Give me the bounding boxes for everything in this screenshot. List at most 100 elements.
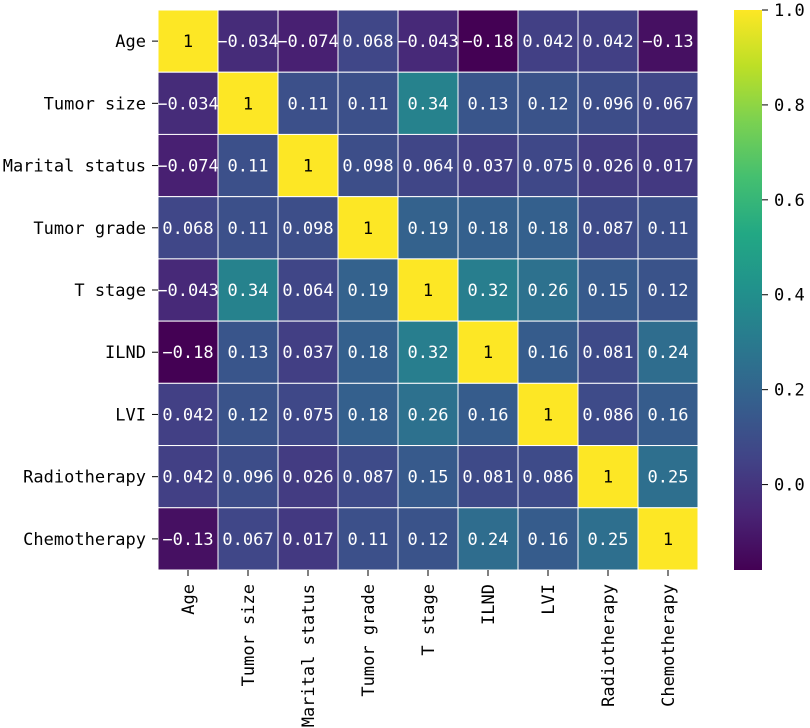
cell-value-label: 0.042 — [162, 468, 213, 488]
heatmap-cell-chemotherapy-lvi — [517, 507, 579, 571]
cell-value-label: 0.026 — [282, 468, 333, 488]
colorbar-tick-label: 0.0 — [774, 476, 805, 496]
y-tick-label-ilnd: ILND — [105, 343, 146, 363]
cell-value-label: 0.11 — [348, 530, 389, 550]
cell-value-label: 0.068 — [342, 32, 393, 52]
heatmap-cell-radiotherapy-t-stage — [397, 445, 459, 509]
heatmap-cell-labels: 1 −0.034−0.074 0.068 −0.043 −0.18 0.042 0.042−… — [157, 32, 693, 550]
heatmap-cell-ilnd-age — [157, 320, 219, 384]
cell-value-label: 0.064 — [402, 157, 453, 177]
cell-value-label: 0.11 — [348, 94, 389, 114]
y-tick-label-tumor-size: Tumor size — [44, 94, 146, 114]
heatmap-cell-marital-status-tumor-grade — [337, 133, 399, 198]
colorbar-tick-label: 0.2 — [774, 381, 805, 401]
cell-value-label: −0.043 — [157, 281, 218, 301]
heatmap-cell-lvi-age — [157, 382, 219, 447]
heatmap-cell-t-stage-age — [157, 258, 219, 322]
cell-value-label: 0.18 — [528, 219, 569, 239]
cell-value-label: 0.037 — [462, 157, 513, 177]
y-tick-label-radiotherapy: Radiotherapy — [23, 468, 146, 488]
x-tick-label-age: Age — [179, 584, 199, 615]
cell-value-label: 0.13 — [228, 343, 269, 363]
x-tick-label-ilnd: ILND — [479, 584, 499, 625]
x-tick-label-t-stage: T stage — [419, 584, 439, 656]
cell-value-label: 0.075 — [522, 157, 573, 177]
heatmap-cell-ilnd-marital-status — [277, 320, 339, 384]
cell-value-label: 0.12 — [228, 405, 269, 425]
colorbar-gradient — [734, 10, 762, 570]
cell-value-label: 0.042 — [582, 32, 633, 52]
heatmap-cell-radiotherapy-marital-status — [277, 445, 339, 509]
heatmap-cell-age-ilnd — [457, 9, 519, 73]
heatmap-cell-marital-status-tumor-size — [217, 133, 279, 198]
y-tick-label-chemotherapy: Chemotherapy — [23, 530, 146, 550]
cell-value-label: 0.087 — [582, 219, 633, 239]
x-tick-label-chemotherapy: Chemotherapy — [659, 584, 679, 707]
cell-value-label: 0.15 — [408, 468, 449, 488]
heatmap-cell-lvi-tumor-size — [217, 382, 279, 447]
heatmap-cell-chemotherapy-chemotherapy — [637, 507, 699, 571]
cell-value-label: 1 — [603, 468, 613, 488]
cell-value-label: 1 — [663, 530, 673, 550]
cell-value-label: 0.067 — [642, 94, 693, 114]
cell-value-label: 0.067 — [222, 530, 273, 550]
cell-value-label: 0.26 — [528, 281, 569, 301]
cell-value-label: 0.064 — [282, 281, 333, 301]
x-tick-label-lvi: LVI — [539, 584, 559, 615]
x-tick-label-tumor-grade: Tumor grade — [359, 584, 379, 697]
cell-value-label: 0.098 — [342, 157, 393, 177]
cell-value-label: −0.13 — [642, 32, 693, 52]
cell-value-label: 0.096 — [222, 468, 273, 488]
heatmap-cell-tumor-grade-tumor-grade — [337, 196, 399, 260]
cell-value-label: 0.34 — [408, 94, 449, 114]
colorbar-tick-label: 1.0 — [774, 1, 805, 21]
cell-value-label: 0.017 — [282, 530, 333, 550]
cell-value-label: 0.037 — [282, 343, 333, 363]
heatmap-cell-t-stage-tumor-grade — [337, 258, 399, 322]
heatmap-cell-ilnd-radiotherapy — [577, 320, 639, 384]
cell-value-label: 0.18 — [348, 343, 389, 363]
y-tick-label-age: Age — [115, 32, 146, 52]
heatmap-cell-tumor-size-t-stage — [397, 71, 459, 135]
cell-value-label: 1 — [543, 405, 553, 425]
heatmap-cell-tumor-size-marital-status — [277, 71, 339, 135]
x-tick-label-marital-status: Marital status — [299, 584, 319, 727]
heatmap-cell-age-age — [157, 9, 219, 73]
heatmap-cell-radiotherapy-age — [157, 445, 219, 509]
heatmap-cell-age-tumor-size — [217, 9, 279, 73]
cell-value-label: 0.068 — [162, 219, 213, 239]
cell-value-label: 0.12 — [408, 530, 449, 550]
heatmap-cell-t-stage-ilnd — [457, 258, 519, 322]
cell-value-label: 0.12 — [528, 94, 569, 114]
heatmap-cell-chemotherapy-tumor-size — [217, 507, 279, 571]
colorbar-tick-label: 0.6 — [774, 191, 805, 211]
cell-value-label: 0.18 — [468, 219, 509, 239]
cell-value-label: 0.11 — [228, 219, 269, 239]
cell-value-label: 0.25 — [648, 468, 689, 488]
y-tick-label-t-stage: T stage — [74, 281, 146, 301]
y-tick-label-tumor-grade: Tumor grade — [33, 219, 146, 239]
heatmap-cell-ilnd-tumor-size — [217, 320, 279, 384]
heatmap-cell-tumor-size-age — [157, 71, 219, 135]
cell-value-label: −0.034 — [157, 94, 218, 114]
heatmap-cell-radiotherapy-ilnd — [457, 445, 519, 509]
cell-value-label: 0.096 — [582, 94, 633, 114]
cell-value-label: 0.11 — [288, 94, 329, 114]
heatmap-cells — [157, 9, 699, 571]
heatmap-cell-t-stage-marital-status — [277, 258, 339, 322]
heatmap-cell-tumor-size-chemotherapy — [637, 71, 699, 135]
heatmap-cell-radiotherapy-lvi — [517, 445, 579, 509]
heatmap-cell-radiotherapy-tumor-grade — [337, 445, 399, 509]
heatmap-cell-marital-status-marital-status — [277, 133, 339, 198]
heatmap-cell-age-radiotherapy — [577, 9, 639, 73]
cell-value-label: 0.042 — [162, 405, 213, 425]
heatmap-cell-ilnd-chemotherapy — [637, 320, 699, 384]
heatmap-cell-tumor-grade-tumor-size — [217, 196, 279, 260]
cell-value-label: 0.042 — [522, 32, 573, 52]
heatmap-cell-marital-status-t-stage — [397, 133, 459, 198]
heatmap-cell-lvi-lvi — [517, 382, 579, 447]
heatmap-cell-ilnd-t-stage — [397, 320, 459, 384]
cell-value-label: 0.32 — [408, 343, 449, 363]
y-tick-label-lvi: LVI — [115, 405, 146, 425]
